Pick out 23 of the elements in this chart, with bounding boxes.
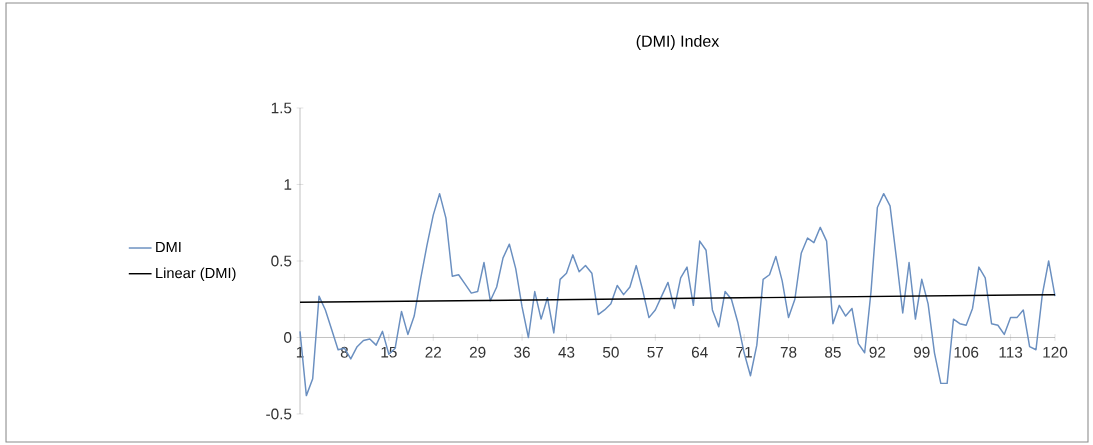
x-tick-label: 50 bbox=[602, 346, 619, 358]
x-tick-label: 92 bbox=[869, 346, 886, 358]
x-tick-label: 113 bbox=[999, 346, 1023, 358]
x-tick-label: 106 bbox=[954, 346, 979, 358]
x-tick-label: 15 bbox=[381, 346, 397, 358]
chart-title: (DMI) Index bbox=[636, 35, 720, 50]
y-tick-label: 1 bbox=[284, 179, 292, 190]
y-tick-label: -0.5 bbox=[266, 408, 292, 420]
x-tick-label: 120 bbox=[1043, 346, 1068, 358]
legend-label: DMI bbox=[156, 241, 181, 253]
x-tick-label: 57 bbox=[647, 346, 664, 358]
x-tick-label: 78 bbox=[780, 346, 797, 358]
x-tick-label: 29 bbox=[469, 346, 486, 358]
y-tick-label: 0 bbox=[284, 332, 292, 343]
x-tick-label: 85 bbox=[825, 346, 841, 358]
x-tick-label: 64 bbox=[691, 346, 708, 358]
x-tick-label: 99 bbox=[913, 346, 930, 358]
x-tick-label: 36 bbox=[514, 346, 530, 358]
legend-label: Linear (DMI) bbox=[156, 267, 236, 282]
y-tick-label: 0.5 bbox=[271, 255, 292, 267]
x-tick-label: 43 bbox=[558, 346, 575, 358]
y-tick-label: 1.5 bbox=[271, 102, 292, 114]
x-tick-label: 22 bbox=[425, 346, 441, 358]
